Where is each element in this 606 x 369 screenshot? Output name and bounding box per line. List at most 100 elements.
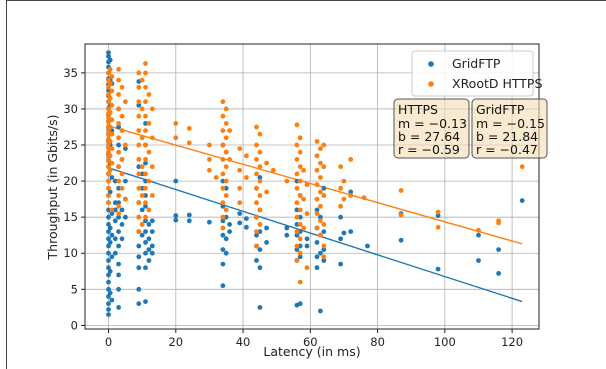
data-point — [338, 164, 343, 170]
data-point — [314, 139, 320, 144]
data-point — [143, 299, 148, 304]
data-point — [297, 250, 303, 256]
data-point — [186, 125, 192, 131]
data-point — [116, 193, 121, 198]
axis-ticks: 0 20 40 60 80 100 120 0 5 10 15 20 25 30 35 — [63, 66, 523, 349]
data-point — [112, 178, 118, 184]
data-point — [106, 301, 111, 307]
data-point — [116, 164, 121, 170]
data-point — [341, 196, 347, 202]
data-point — [123, 146, 128, 152]
data-point — [119, 207, 125, 213]
data-point — [220, 128, 226, 134]
data-point — [294, 200, 300, 206]
data-point — [139, 232, 145, 238]
plot-area-border — [84, 43, 540, 330]
data-point — [297, 243, 303, 249]
data-point — [220, 185, 226, 191]
data-point — [136, 286, 142, 292]
data-point — [341, 178, 347, 184]
data-point — [106, 92, 111, 97]
data-point — [348, 229, 354, 235]
data-point — [398, 212, 404, 218]
data-point — [143, 265, 148, 271]
data-point — [254, 229, 259, 235]
data-point — [254, 214, 259, 220]
data-point — [223, 236, 229, 242]
data-point — [116, 124, 121, 130]
x-tick-label: 40 — [236, 335, 251, 349]
data-point — [107, 139, 113, 144]
data-point — [106, 272, 111, 278]
data-point — [106, 99, 111, 105]
data-point — [143, 128, 148, 134]
data-point — [294, 122, 300, 128]
data-point — [143, 250, 148, 256]
data-point — [223, 207, 229, 213]
data-point — [294, 171, 300, 177]
data-point — [435, 213, 441, 219]
data-point — [106, 164, 111, 170]
data-point — [318, 250, 323, 256]
data-point — [106, 222, 111, 227]
legend-marker-gridftp — [428, 61, 434, 67]
data-point — [321, 258, 327, 263]
data-point — [318, 232, 323, 238]
data-point — [294, 243, 300, 249]
data-point — [109, 131, 115, 137]
data-point — [496, 271, 501, 276]
data-point — [257, 305, 263, 310]
data-point — [146, 178, 152, 184]
data-point — [297, 207, 303, 213]
data-point — [119, 128, 125, 134]
data-point — [294, 185, 300, 191]
data-point — [237, 185, 243, 191]
data-point — [338, 236, 343, 242]
data-point — [257, 222, 263, 227]
data-point — [220, 178, 226, 184]
annotation-gridftp-m: m = −0.15 — [476, 116, 545, 131]
legend-marker-xrootd — [428, 81, 434, 87]
data-point — [244, 224, 249, 230]
data-point — [173, 121, 179, 126]
data-point — [116, 261, 121, 267]
data-point — [314, 167, 320, 173]
data-point — [149, 106, 155, 112]
y-axis-label: Throughput (in Gbits/s) — [45, 115, 60, 261]
data-point — [136, 171, 142, 177]
data-point — [106, 229, 111, 235]
data-point — [107, 95, 113, 101]
data-point — [107, 153, 113, 159]
annotation-gridftp-r: r = −0.47 — [476, 142, 538, 157]
data-point — [106, 286, 111, 292]
data-point — [109, 254, 115, 260]
data-points — [106, 50, 525, 317]
data-point — [186, 140, 192, 146]
data-point — [173, 213, 179, 219]
x-tick-label: 60 — [303, 335, 318, 349]
data-point — [123, 99, 128, 105]
data-point — [107, 57, 113, 63]
data-point — [123, 214, 128, 220]
data-point — [318, 189, 323, 195]
data-point — [143, 142, 148, 148]
data-point — [338, 185, 343, 191]
data-point — [223, 185, 229, 191]
data-point — [220, 218, 226, 224]
data-point — [107, 225, 113, 231]
data-point — [119, 236, 125, 242]
data-point — [314, 254, 320, 260]
data-point — [294, 207, 300, 213]
annotation-https-title: HTTPS — [398, 102, 438, 117]
data-point — [294, 229, 300, 235]
data-point — [136, 254, 142, 260]
data-point — [136, 70, 142, 76]
data-point — [435, 224, 441, 230]
data-point — [123, 178, 128, 184]
data-point — [106, 294, 111, 299]
legend-label-xrootd: XRootD HTTPS — [452, 76, 542, 91]
data-point — [314, 207, 320, 213]
data-point — [136, 113, 142, 119]
data-point — [139, 185, 145, 191]
